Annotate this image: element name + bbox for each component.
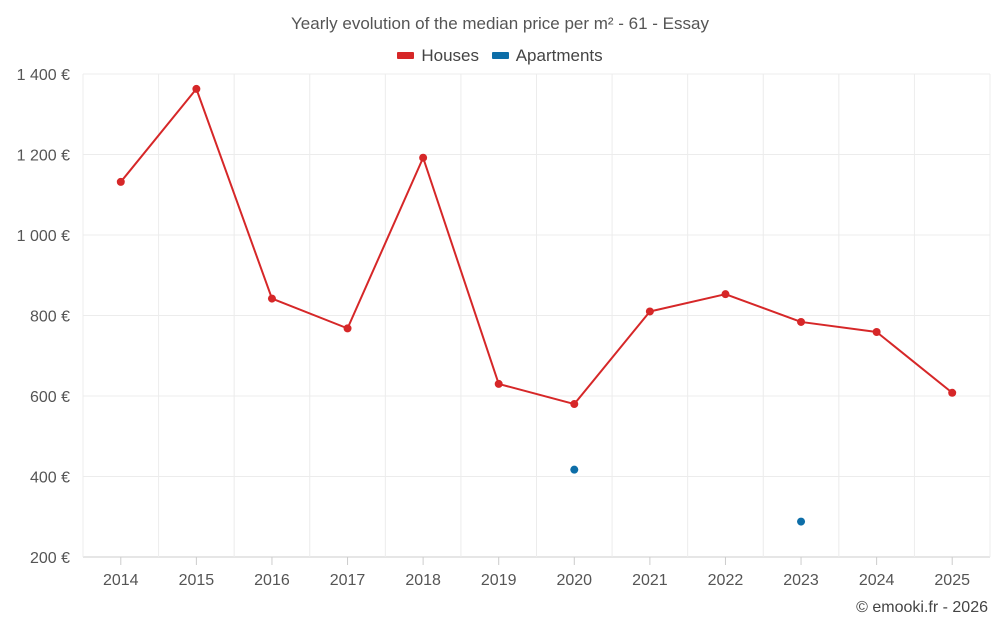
- x-tick-label: 2016: [254, 572, 290, 589]
- x-tick-label: 2015: [179, 572, 215, 589]
- series-houses-segment: [270, 297, 349, 330]
- series-houses-point-2023: [797, 317, 806, 326]
- legend: Houses Apartments: [0, 44, 1000, 66]
- series-houses-point-2020: [570, 400, 579, 409]
- series-houses-point-2024: [872, 328, 881, 337]
- series-houses-point-2016: [267, 294, 276, 303]
- x-tick-label: 2022: [708, 572, 744, 589]
- x-tick-label: 2017: [330, 572, 366, 589]
- legend-swatch-houses: [397, 52, 415, 59]
- x-tick-label: 2025: [934, 572, 970, 589]
- series-houses-point-2021: [645, 307, 654, 316]
- series-houses-point-2025: [948, 388, 957, 397]
- series-houses-segment: [724, 293, 803, 323]
- series-houses-segment: [497, 382, 576, 406]
- series-houses-segment: [573, 310, 651, 406]
- series-apartments-point-2023: [797, 517, 806, 526]
- y-tick-label: 800 €: [30, 309, 70, 326]
- y-tick-label: 400 €: [30, 470, 70, 487]
- x-tick-label: 2023: [783, 572, 819, 589]
- y-tick-label: 1 200 €: [17, 148, 70, 165]
- y-tick-label: 200 €: [30, 550, 70, 567]
- legend-item-houses[interactable]: Houses: [397, 46, 479, 66]
- x-tick-label: 2024: [859, 572, 895, 589]
- series-houses-segment: [422, 156, 500, 385]
- series-houses-point-2014: [116, 177, 125, 186]
- legend-label-apartments: Apartments: [515, 45, 603, 65]
- series-houses-segment: [346, 156, 425, 330]
- x-tick-label: 2018: [405, 572, 441, 589]
- series-houses-point-2019: [494, 379, 503, 388]
- legend-label-houses: Houses: [421, 45, 479, 65]
- series-houses-point-2015: [192, 84, 201, 93]
- y-tick-label: 1 400 €: [17, 67, 70, 84]
- y-tick-label: 600 €: [30, 389, 70, 406]
- series-houses-segment: [119, 87, 198, 183]
- chart-title: Yearly evolution of the median price per…: [291, 14, 709, 33]
- series-apartments-point-2020: [570, 465, 579, 474]
- x-tick-label: 2021: [632, 572, 668, 589]
- series-houses-point-2018: [419, 153, 428, 162]
- series-houses-point-2017: [343, 324, 352, 333]
- series-houses-point-2022: [721, 290, 730, 299]
- x-tick-label: 2014: [103, 572, 139, 589]
- series-houses-segment: [648, 293, 727, 313]
- credit: © emooki.fr - 2026: [856, 599, 988, 616]
- series-houses-segment: [875, 331, 954, 394]
- legend-item-apartments[interactable]: Apartments: [491, 45, 603, 66]
- y-tick-label: 1 000 €: [17, 228, 70, 245]
- series-houses-segment: [800, 320, 878, 334]
- series-houses-segment: [195, 87, 273, 300]
- legend-swatch-apartments: [491, 52, 509, 59]
- x-tick-label: 2019: [481, 572, 517, 589]
- x-tick-label: 2020: [556, 572, 592, 589]
